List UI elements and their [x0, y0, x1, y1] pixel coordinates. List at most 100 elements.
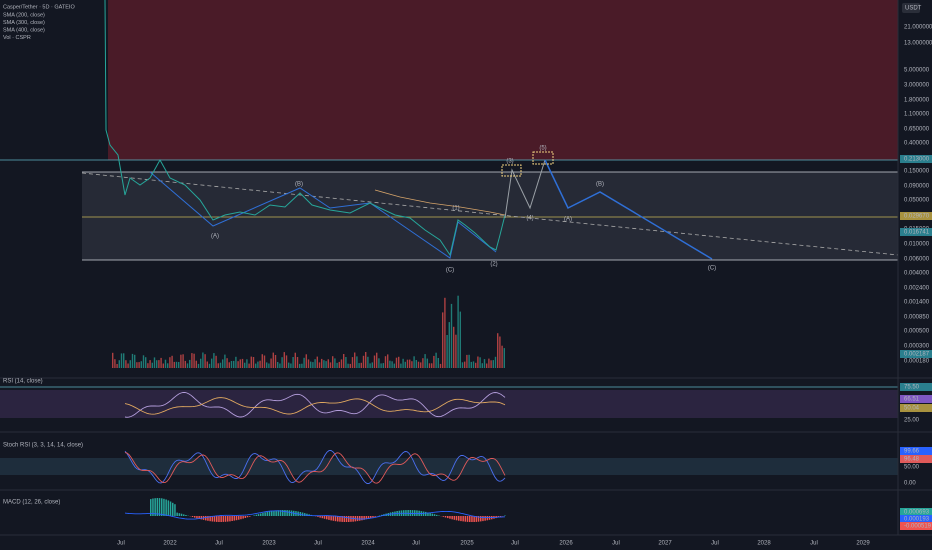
time-label: 2025	[460, 541, 474, 547]
time-label: 2029	[856, 541, 870, 547]
volume-bar	[406, 359, 409, 368]
price-tag-label: 0.213000	[904, 157, 930, 163]
panel-title: MACD (12, 26, close)	[3, 500, 60, 506]
volume-bar	[367, 356, 369, 368]
price-line	[104, 0, 506, 257]
time-label: Jul	[314, 541, 322, 547]
macd-bar	[229, 516, 231, 522]
macd-bar	[185, 515, 187, 516]
volume-bar	[307, 359, 310, 368]
value-tag	[900, 508, 932, 516]
macd-bar	[209, 516, 211, 522]
price-label: 0.004000	[904, 271, 930, 277]
macd-bar	[367, 516, 370, 519]
time-label: Jul	[810, 541, 818, 547]
volume-bar	[439, 363, 442, 368]
volume-bar	[409, 359, 411, 368]
red-zone	[108, 0, 898, 160]
volume-bar	[481, 363, 483, 368]
macd-bar	[458, 516, 460, 521]
macd-bar	[271, 511, 273, 516]
volume	[112, 295, 505, 368]
value-tag	[900, 404, 932, 412]
wave-label: (3)	[506, 159, 513, 165]
volume-bar	[334, 358, 336, 368]
value-tag	[900, 383, 932, 391]
wave-label: (B)	[596, 182, 604, 188]
value-label: 50.04	[904, 406, 920, 412]
volume-bar	[488, 358, 490, 368]
volume-bar	[263, 355, 266, 368]
volume-bar	[400, 363, 402, 368]
stoch-band	[0, 458, 898, 475]
volume-bar	[158, 360, 160, 368]
macd-bar	[172, 502, 174, 516]
volume-bar	[123, 353, 125, 368]
indicator-line	[124, 397, 506, 415]
volume-bar	[175, 361, 178, 368]
volume-bar	[283, 352, 285, 368]
macd-bar	[337, 516, 339, 522]
volume-bar	[325, 361, 327, 368]
macd-bar	[453, 516, 456, 520]
macd-bar	[334, 516, 337, 522]
macd-bar	[486, 516, 489, 521]
volume-bar	[112, 352, 114, 368]
volume-bar	[228, 362, 230, 368]
macd-bar	[438, 515, 440, 516]
macd-bar	[378, 515, 381, 516]
price-label: 0.050000	[904, 198, 930, 204]
volume-bar	[219, 362, 222, 368]
volume-bar	[472, 361, 475, 368]
price-label: 0.650000	[904, 127, 930, 133]
value-label: -0.000519	[904, 524, 932, 530]
volume-bar	[255, 363, 257, 368]
volume-bar	[318, 362, 321, 368]
volume-bar	[259, 360, 261, 368]
volume-bar	[279, 363, 281, 368]
volume-bar	[413, 356, 415, 368]
volume-bar	[402, 358, 404, 368]
volume-bar	[329, 362, 332, 368]
volume-bar	[186, 363, 189, 368]
volume-bar	[420, 362, 422, 368]
macd-bar	[161, 498, 163, 516]
macd-bar	[180, 513, 183, 516]
volume-bar	[222, 359, 224, 368]
macd-bar	[286, 510, 288, 516]
price-tag-label: 0.029670	[904, 214, 930, 220]
volume-bar	[426, 358, 428, 368]
volume-bar	[114, 359, 116, 368]
volume-bar	[206, 361, 208, 368]
macd-bar	[165, 499, 167, 516]
value-tag	[900, 522, 932, 530]
time-label: 2028	[757, 541, 771, 547]
macd-bar	[469, 516, 471, 522]
macd-bar	[471, 516, 473, 522]
macd-bar	[284, 510, 286, 516]
value-label: 96.48	[904, 457, 920, 463]
macd-bar	[341, 516, 343, 522]
volume-bar	[288, 362, 290, 368]
price-tag	[900, 155, 932, 163]
price-label: 0.400000	[904, 141, 930, 147]
macd-bar	[255, 514, 258, 516]
price-tag	[900, 228, 932, 236]
volume-bar	[305, 354, 307, 368]
volume-bar	[431, 363, 433, 368]
volume-bar	[448, 322, 450, 368]
volume-bar	[226, 358, 228, 368]
volume-bar	[351, 357, 354, 368]
volume-bar	[340, 359, 343, 368]
volume-bar	[393, 363, 395, 368]
volume-bar	[164, 359, 167, 368]
volume-bar	[178, 362, 180, 368]
legend-indicator: SMA (200, close)	[3, 12, 45, 18]
volume-bar	[147, 363, 149, 368]
volume-bar	[499, 336, 501, 368]
volume-bar	[215, 355, 217, 368]
volume-bar	[442, 312, 444, 368]
volume-bar	[272, 352, 274, 368]
macd-bar	[213, 516, 216, 522]
